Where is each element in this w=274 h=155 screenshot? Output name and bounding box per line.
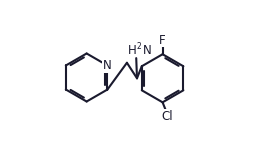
Text: F: F xyxy=(159,34,166,47)
Text: Cl: Cl xyxy=(161,110,173,123)
Text: 2: 2 xyxy=(136,42,141,51)
Text: N: N xyxy=(103,59,112,72)
Text: H: H xyxy=(127,44,136,57)
Text: N: N xyxy=(143,44,152,57)
